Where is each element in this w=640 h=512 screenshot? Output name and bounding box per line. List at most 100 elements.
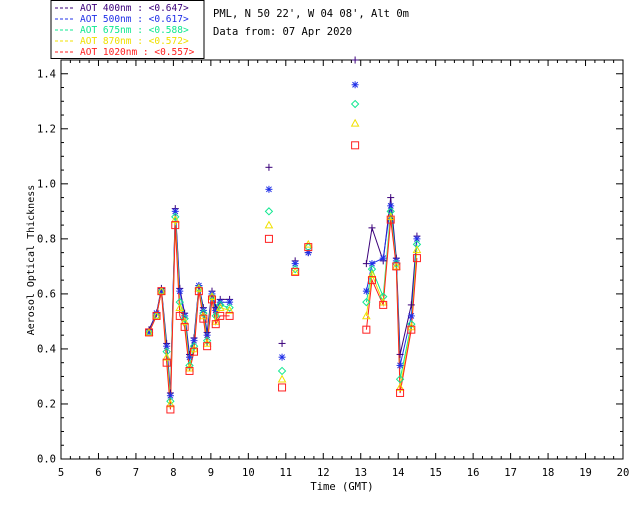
x-tick-label: 16	[467, 467, 480, 479]
location-text: PML, N 50 22', W 04 08', Alt 0m	[213, 8, 409, 20]
x-tick-label: 15	[429, 467, 442, 479]
aot-870-point	[157, 286, 166, 295]
aot-1020-point	[171, 221, 180, 230]
aot-500-legend-label: AOT 500nm : <0.617>	[80, 14, 189, 25]
aot-500-point	[387, 202, 395, 210]
aot-870-point	[362, 311, 371, 320]
aot-500-point	[171, 207, 179, 215]
legend-box	[50, 0, 205, 59]
x-tick-label: 11	[279, 467, 292, 479]
aot-675-point	[189, 341, 199, 351]
aot-1020-legend-label: AOT 1020nm : <0.557>	[80, 47, 195, 58]
aot-675-point	[211, 311, 220, 321]
x-tick-label: 20	[617, 467, 630, 479]
aot-1020-point	[203, 342, 212, 351]
aot-500-point	[396, 361, 404, 369]
y-tick-label: 0.6	[37, 288, 56, 300]
aot-870-point	[412, 245, 422, 254]
y-tick-label: 0.4	[37, 343, 56, 355]
x-tick-label: 14	[392, 467, 405, 479]
aot-1020-point	[396, 388, 405, 397]
aot-675-point	[379, 292, 388, 301]
aot-870-line	[365, 216, 418, 388]
aot-675-point	[185, 361, 194, 370]
aot-1020-point	[152, 311, 161, 320]
plot-frame	[60, 59, 624, 460]
aot-400-point	[278, 339, 286, 347]
aot-400-point	[387, 194, 395, 202]
aot-400-line	[365, 197, 418, 355]
aot-675-point	[277, 366, 287, 376]
aot-675-point	[180, 314, 189, 323]
aot-1020-point	[211, 320, 220, 329]
aot-1020-point	[162, 358, 171, 367]
x-axis-label: Time (GMT)	[310, 481, 373, 493]
aot-675-point	[350, 99, 360, 109]
aot-1020-point	[194, 287, 203, 296]
x-tick-label: 17	[504, 467, 517, 479]
aot-675-point	[171, 212, 180, 222]
aot-1020-point	[264, 234, 273, 243]
x-tick-label: 18	[542, 467, 555, 479]
aot-870-point	[180, 316, 189, 325]
series-markers	[144, 56, 422, 414]
aot-1020-point	[199, 314, 208, 323]
aot-870-legend-label: AOT 870nm : <0.572>	[80, 36, 189, 47]
aot-870-point	[144, 327, 154, 336]
aot-400-point	[351, 56, 359, 64]
x-tick-label: 9	[208, 467, 214, 479]
aot-1020-point	[351, 141, 360, 150]
aot-400-legend-label: AOT 400nm : <0.647>	[80, 3, 189, 14]
y-tick-label: 0.8	[37, 233, 56, 245]
aot-675-point	[202, 336, 212, 345]
aot-675-point	[367, 264, 377, 274]
aot-870-point	[175, 303, 185, 311]
aot-400-point	[407, 301, 415, 309]
aot-1020-point	[278, 383, 287, 392]
x-tick-label: 8	[170, 467, 176, 479]
aot-400-point	[368, 224, 376, 232]
y-tick-label: 0.0	[37, 454, 56, 466]
aot-1020-point	[216, 311, 225, 320]
aot-500-point	[368, 260, 376, 268]
aot-500-point	[163, 342, 171, 350]
aot-675-point	[362, 297, 371, 307]
aot-500-point	[278, 353, 286, 361]
aot-500-point	[176, 287, 184, 295]
y-tick-label: 1.4	[37, 68, 56, 80]
y-axis-label: Aerosol Optical Thickness	[26, 185, 37, 336]
aot-1020-point	[207, 295, 216, 304]
aot-1020-point	[157, 287, 166, 296]
aot-1020-point	[367, 276, 376, 285]
aot-870-point	[225, 305, 234, 314]
aot-675-point	[386, 207, 395, 216]
axis-ticks: 5 6 7 8 9 10 11 12 13 14 15 16 17 18 19 20 0.0 0.2 0.4 0.6 0…	[37, 60, 629, 479]
aot-400-point	[265, 163, 273, 171]
aot-1020-point	[392, 262, 401, 271]
aot-400-point	[396, 350, 404, 358]
aot-870-point	[264, 220, 274, 229]
aot-870-point	[277, 374, 287, 383]
aot-500-point	[379, 254, 387, 262]
aot-1020-point	[407, 325, 416, 334]
x-tick-label: 10	[242, 467, 255, 479]
aot-675-point	[166, 397, 175, 406]
aot-500-point	[362, 287, 370, 295]
aot-870-point	[162, 352, 172, 361]
aot-675-point	[216, 300, 225, 310]
aot-1020-point	[180, 322, 189, 331]
aot-870-point	[395, 382, 405, 391]
aot-1020-line	[365, 219, 418, 394]
aot-1020-point	[291, 267, 300, 276]
aot-870-point	[367, 270, 377, 278]
aot-675-point	[407, 319, 416, 329]
x-tick-label: 5	[58, 467, 64, 479]
aot-1020-point	[304, 243, 313, 252]
aot-1020-point	[379, 300, 388, 309]
aot-675-line	[365, 211, 418, 380]
aot-500-point	[351, 81, 359, 89]
y-tick-label: 1.0	[37, 178, 56, 190]
date-text: Data from: 07 Apr 2020	[213, 26, 352, 38]
legend: AOT 400nm : <0.647>AOT 500nm : <0.617> AO…	[50, 0, 205, 59]
